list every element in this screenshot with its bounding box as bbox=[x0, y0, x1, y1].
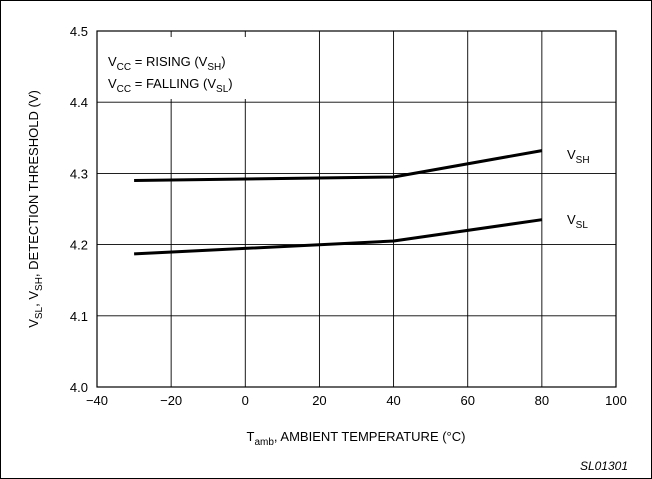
series-line-vsl bbox=[134, 218, 543, 256]
legend-item-rising: VCC = RISING (VSH) bbox=[108, 54, 226, 73]
y-tick-label: 4.4 bbox=[70, 95, 88, 110]
x-tick-label: 60 bbox=[460, 393, 474, 408]
y-axis-label: VSL, VSH, DETECTION THRESHOLD (V) bbox=[26, 90, 45, 328]
x-tick-label: 0 bbox=[242, 393, 249, 408]
y-tick-label: 4.0 bbox=[70, 380, 88, 395]
y-tick-label: 4.1 bbox=[70, 309, 88, 324]
y-tick-label: 4.5 bbox=[70, 24, 88, 39]
series-line-vsh bbox=[134, 149, 543, 182]
figure-code: SL01301 bbox=[580, 459, 628, 473]
x-tick-label: −20 bbox=[160, 393, 182, 408]
x-tick-label: 80 bbox=[535, 393, 549, 408]
x-tick-label: 40 bbox=[386, 393, 400, 408]
legend-item-falling: VCC = FALLING (VSL) bbox=[108, 76, 233, 95]
series-label-vsl: VSL bbox=[567, 212, 588, 231]
y-tick-label: 4.2 bbox=[70, 238, 88, 253]
x-tick-labels: −40 −20 0 20 40 60 80 100 bbox=[86, 393, 627, 408]
legend-box bbox=[102, 37, 298, 99]
x-tick-label: 100 bbox=[605, 393, 627, 408]
x-tick-label: −40 bbox=[86, 393, 108, 408]
y-tick-label: 4.3 bbox=[70, 166, 88, 181]
x-axis-label: Tamb, AMBIENT TEMPERATURE (°C) bbox=[247, 429, 466, 448]
series-lines bbox=[134, 149, 543, 256]
y-tick-labels: 4.0 4.1 4.2 4.3 4.4 4.5 bbox=[70, 24, 88, 395]
series-label-vsh: VSH bbox=[567, 147, 590, 166]
x-tick-label: 20 bbox=[312, 393, 326, 408]
grid bbox=[97, 31, 616, 387]
